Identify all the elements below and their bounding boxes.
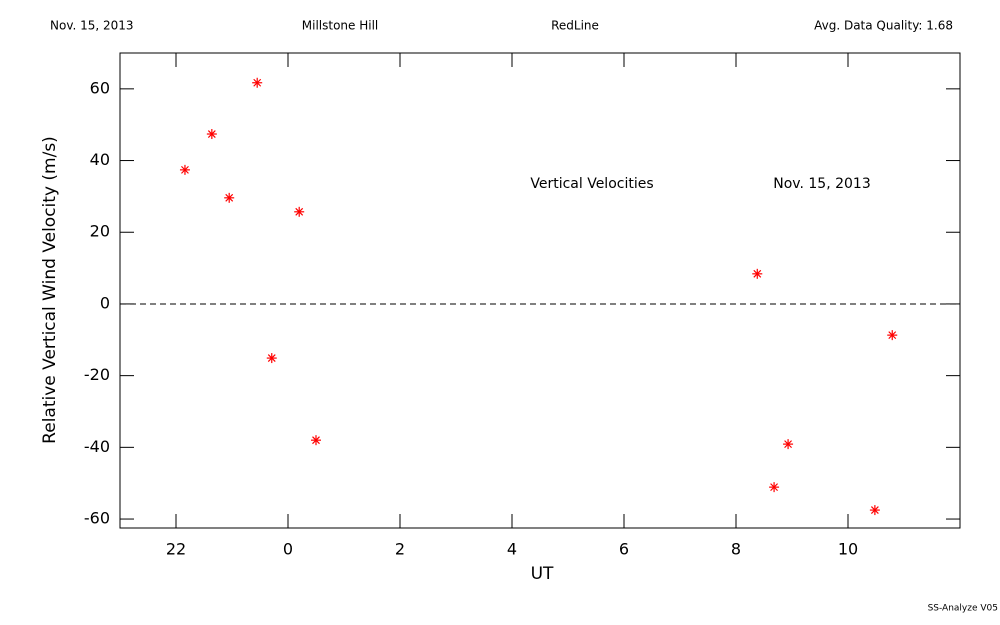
- asterisk-stroke: [770, 483, 779, 492]
- point: [752, 268, 763, 279]
- y-tick-label: -20: [84, 365, 110, 384]
- point: [252, 77, 263, 88]
- asterisk-stroke: [295, 207, 304, 216]
- point: [887, 330, 898, 341]
- point: [869, 505, 880, 516]
- header-quality: Avg. Data Quality: 1.68: [814, 19, 953, 33]
- point: [206, 129, 217, 140]
- y-tick-label: -40: [84, 437, 110, 456]
- y-tick-label: 0: [100, 293, 110, 312]
- point: [783, 439, 794, 450]
- x-tick-label: 0: [283, 540, 293, 559]
- plot-frame: [119, 52, 961, 529]
- x-axis-label: UT: [531, 564, 554, 584]
- asterisk-stroke: [888, 331, 897, 340]
- asterisk-stroke: [753, 269, 762, 278]
- annotation: Vertical Velocities: [530, 176, 653, 192]
- annotation: Nov. 15, 2013: [773, 176, 870, 192]
- x-tick-label: 2: [395, 540, 405, 559]
- header-site: Millstone Hill: [302, 19, 378, 33]
- x-tick-label: 22: [166, 540, 186, 559]
- point: [266, 353, 277, 364]
- x-tick-label: 8: [731, 540, 741, 559]
- header-date: Nov. 15, 2013: [50, 19, 134, 33]
- asterisk-stroke: [207, 130, 216, 138]
- point: [294, 206, 305, 217]
- x-tick-label: 6: [619, 540, 629, 559]
- x-tick-label: 10: [838, 540, 858, 559]
- asterisk-stroke: [312, 436, 320, 445]
- asterisk-stroke: [784, 440, 793, 449]
- y-tick-label: 40: [90, 150, 110, 169]
- point: [224, 192, 235, 203]
- y-tick-label: -60: [84, 509, 110, 528]
- point: [769, 482, 780, 493]
- x-tick-label: 4: [507, 540, 517, 559]
- footer: SS-Analyze V05: [928, 604, 998, 614]
- asterisk-stroke: [181, 165, 189, 174]
- y-tick-label: 60: [90, 78, 110, 97]
- asterisk-stroke: [870, 506, 879, 514]
- point: [179, 164, 190, 175]
- point: [311, 435, 321, 446]
- asterisk-stroke: [267, 354, 276, 362]
- y-axis-label: Relative Vertical Wind Velocity (m/s): [40, 136, 60, 444]
- y-tick-label: 20: [90, 222, 110, 241]
- header-line: RedLine: [551, 19, 599, 33]
- asterisk-stroke: [253, 78, 262, 87]
- asterisk-stroke: [225, 193, 234, 202]
